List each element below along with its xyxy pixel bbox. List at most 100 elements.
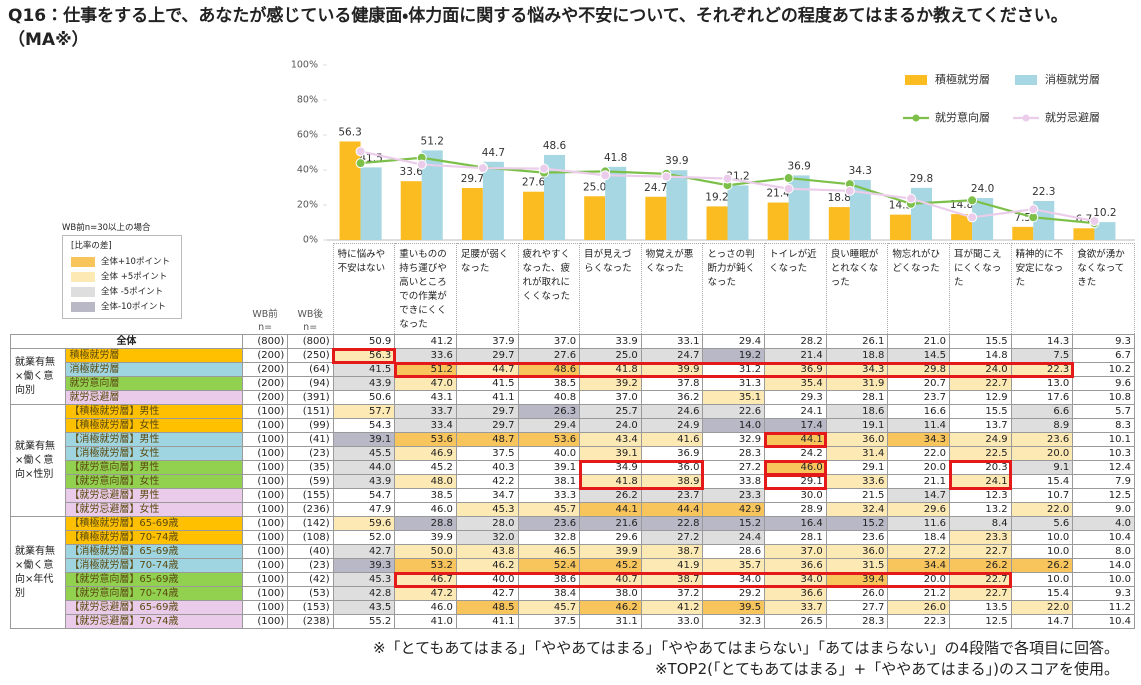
- table-value: 6.6: [1010, 404, 1074, 419]
- table-value: 35.1: [702, 390, 766, 405]
- table-value: 41.1: [455, 614, 519, 629]
- legend-label: 就労忌避層: [1045, 110, 1100, 124]
- table-value: 24.2: [764, 446, 827, 461]
- bar: [645, 196, 667, 240]
- table-value: 46.2: [579, 600, 642, 615]
- row-label: 【就労意向層】男性: [65, 460, 243, 475]
- table-value: 10.0: [1010, 544, 1074, 559]
- bar: [1094, 222, 1116, 240]
- table-value: 23.7: [887, 390, 950, 405]
- table-value: 10.7: [1010, 488, 1074, 503]
- table-value: 8.4: [949, 516, 1012, 531]
- table-value: 40.7: [579, 572, 642, 587]
- table-value: 45.7: [517, 502, 581, 517]
- table-row: 就業有無×働く意向×年代別 【積極就労層】65-69歳 (100) (142) 59.6…: [9, 516, 1135, 629]
- table-value: 43.5: [332, 600, 396, 615]
- table-value: 11.4: [887, 418, 950, 433]
- table-value: 39.9: [579, 544, 642, 559]
- row-label: 【就労忌避層】65-69歳: [65, 600, 243, 615]
- table-value: 26.5: [764, 614, 827, 629]
- bar: [788, 175, 810, 240]
- table-row: 【消極就労層】65-69歳 (100) (40) 42.7 50.0 43.8 46.5 39…: [11, 544, 1135, 559]
- table-value: 14.0: [702, 418, 766, 433]
- row-label: 【消極就労層】70-74歳: [65, 558, 243, 573]
- line-point: [539, 163, 550, 174]
- n-before: (100): [241, 586, 289, 601]
- table-value: 41.5: [455, 376, 519, 391]
- n-before: (100): [241, 544, 289, 559]
- bar: [727, 185, 749, 240]
- table-value: 45.7: [517, 600, 581, 615]
- table-value: 36.9: [764, 362, 827, 377]
- table-value: 24.7: [640, 348, 704, 363]
- footnote: ※TOP2(「とてもあてはまる」+「ややあてはまる」)のスコアを使用。: [654, 660, 1119, 678]
- row-label: 【消極就労層】65-69歳: [65, 544, 243, 559]
- n-after: (53): [287, 586, 334, 601]
- table-value: 24.1: [949, 474, 1012, 489]
- table-value: 24.4: [702, 530, 766, 545]
- table-value: 24.1: [764, 404, 827, 419]
- heat-legend-label: 全体+10ポイント: [101, 257, 170, 267]
- table-row: 【就労忌避層】男性 (100) (155) 54.7 38.5 34.7 33.3 26.2 2…: [11, 488, 1135, 503]
- table-value: 37.0: [517, 334, 581, 349]
- table-value: 34.3: [887, 432, 950, 447]
- row-label: 【積極就労層】65-69歳: [65, 516, 243, 531]
- table-value: 12.5: [1072, 488, 1135, 503]
- table-value: 10.2: [1072, 362, 1135, 377]
- legend-swatch: [1022, 114, 1030, 122]
- legend-label: 消極就労層: [1045, 72, 1100, 86]
- data-label: 10.2: [1093, 207, 1116, 219]
- table-row: 【積極就労層】70-74歳 (100) (108) 52.0 39.9 32.0 32.8 2…: [11, 530, 1135, 545]
- column-header: 精神的に不安定になった: [1010, 243, 1074, 335]
- table-value: 14.3: [1010, 334, 1074, 349]
- table-value: 15.4: [1010, 586, 1074, 601]
- n-after: (153): [287, 600, 334, 615]
- bar: [972, 198, 994, 240]
- table-value: 38.1: [517, 474, 581, 489]
- table-value: 14.7: [887, 488, 950, 503]
- heat-legend-swatch: [71, 301, 95, 312]
- table-value: 18.4: [887, 530, 950, 545]
- group-label: 就業有無×働く意向×性別: [9, 404, 67, 517]
- table-value: 50.9: [332, 334, 396, 349]
- heat-legend-swatch: [71, 271, 95, 282]
- highlight-box: [578, 459, 704, 490]
- data-label: 25.0: [583, 181, 606, 193]
- footnote: ※「とてもあてはまる」「ややあてはまる」「ややあてはまらない」「あてはまらない」…: [372, 639, 1119, 657]
- table-value: 19.2: [702, 348, 766, 363]
- table-value: 7.5: [1010, 348, 1074, 363]
- column-header: 耳が聞こえにくくなった: [949, 243, 1012, 335]
- table-value: 23.3: [702, 488, 766, 503]
- table-value: 12.3: [949, 488, 1012, 503]
- table-value: 22.7: [949, 544, 1012, 559]
- row-label: 【就労忌避層】男性: [65, 488, 243, 503]
- bar: [544, 154, 566, 240]
- table-value: 21.1: [887, 474, 950, 489]
- data-label: 33.6: [400, 166, 424, 178]
- n-after: (41): [287, 432, 334, 447]
- table-value: 5.6: [1010, 516, 1074, 531]
- table-value: 31.5: [825, 558, 889, 573]
- table-value: 48.7: [455, 432, 519, 447]
- table-value: 41.0: [394, 614, 457, 629]
- table-value: 33.3: [517, 488, 581, 503]
- column-header: 特に悩みや不安はない: [332, 243, 396, 335]
- table-value: 29.6: [579, 530, 642, 545]
- line-point: [355, 146, 366, 157]
- data-label: 39.9: [665, 155, 688, 167]
- bar: [523, 191, 545, 240]
- n-after: (64): [287, 362, 334, 377]
- table-value: 47.9: [332, 502, 396, 517]
- table-value: 24.0: [949, 362, 1012, 377]
- table-value: 13.5: [949, 600, 1012, 615]
- column-header: 物覚えが悪くなった: [640, 243, 704, 335]
- table-value: 22.3: [887, 614, 950, 629]
- table-value: 33.1: [640, 334, 704, 349]
- table-value: 37.0: [764, 544, 827, 559]
- highlight-box: [393, 361, 1074, 378]
- table-value: 21.5: [825, 488, 889, 503]
- table-value: 26.2: [579, 488, 642, 503]
- data-label: 36.9: [787, 160, 810, 172]
- table-value: 21.2: [887, 586, 950, 601]
- table-value: 36.0: [825, 432, 889, 447]
